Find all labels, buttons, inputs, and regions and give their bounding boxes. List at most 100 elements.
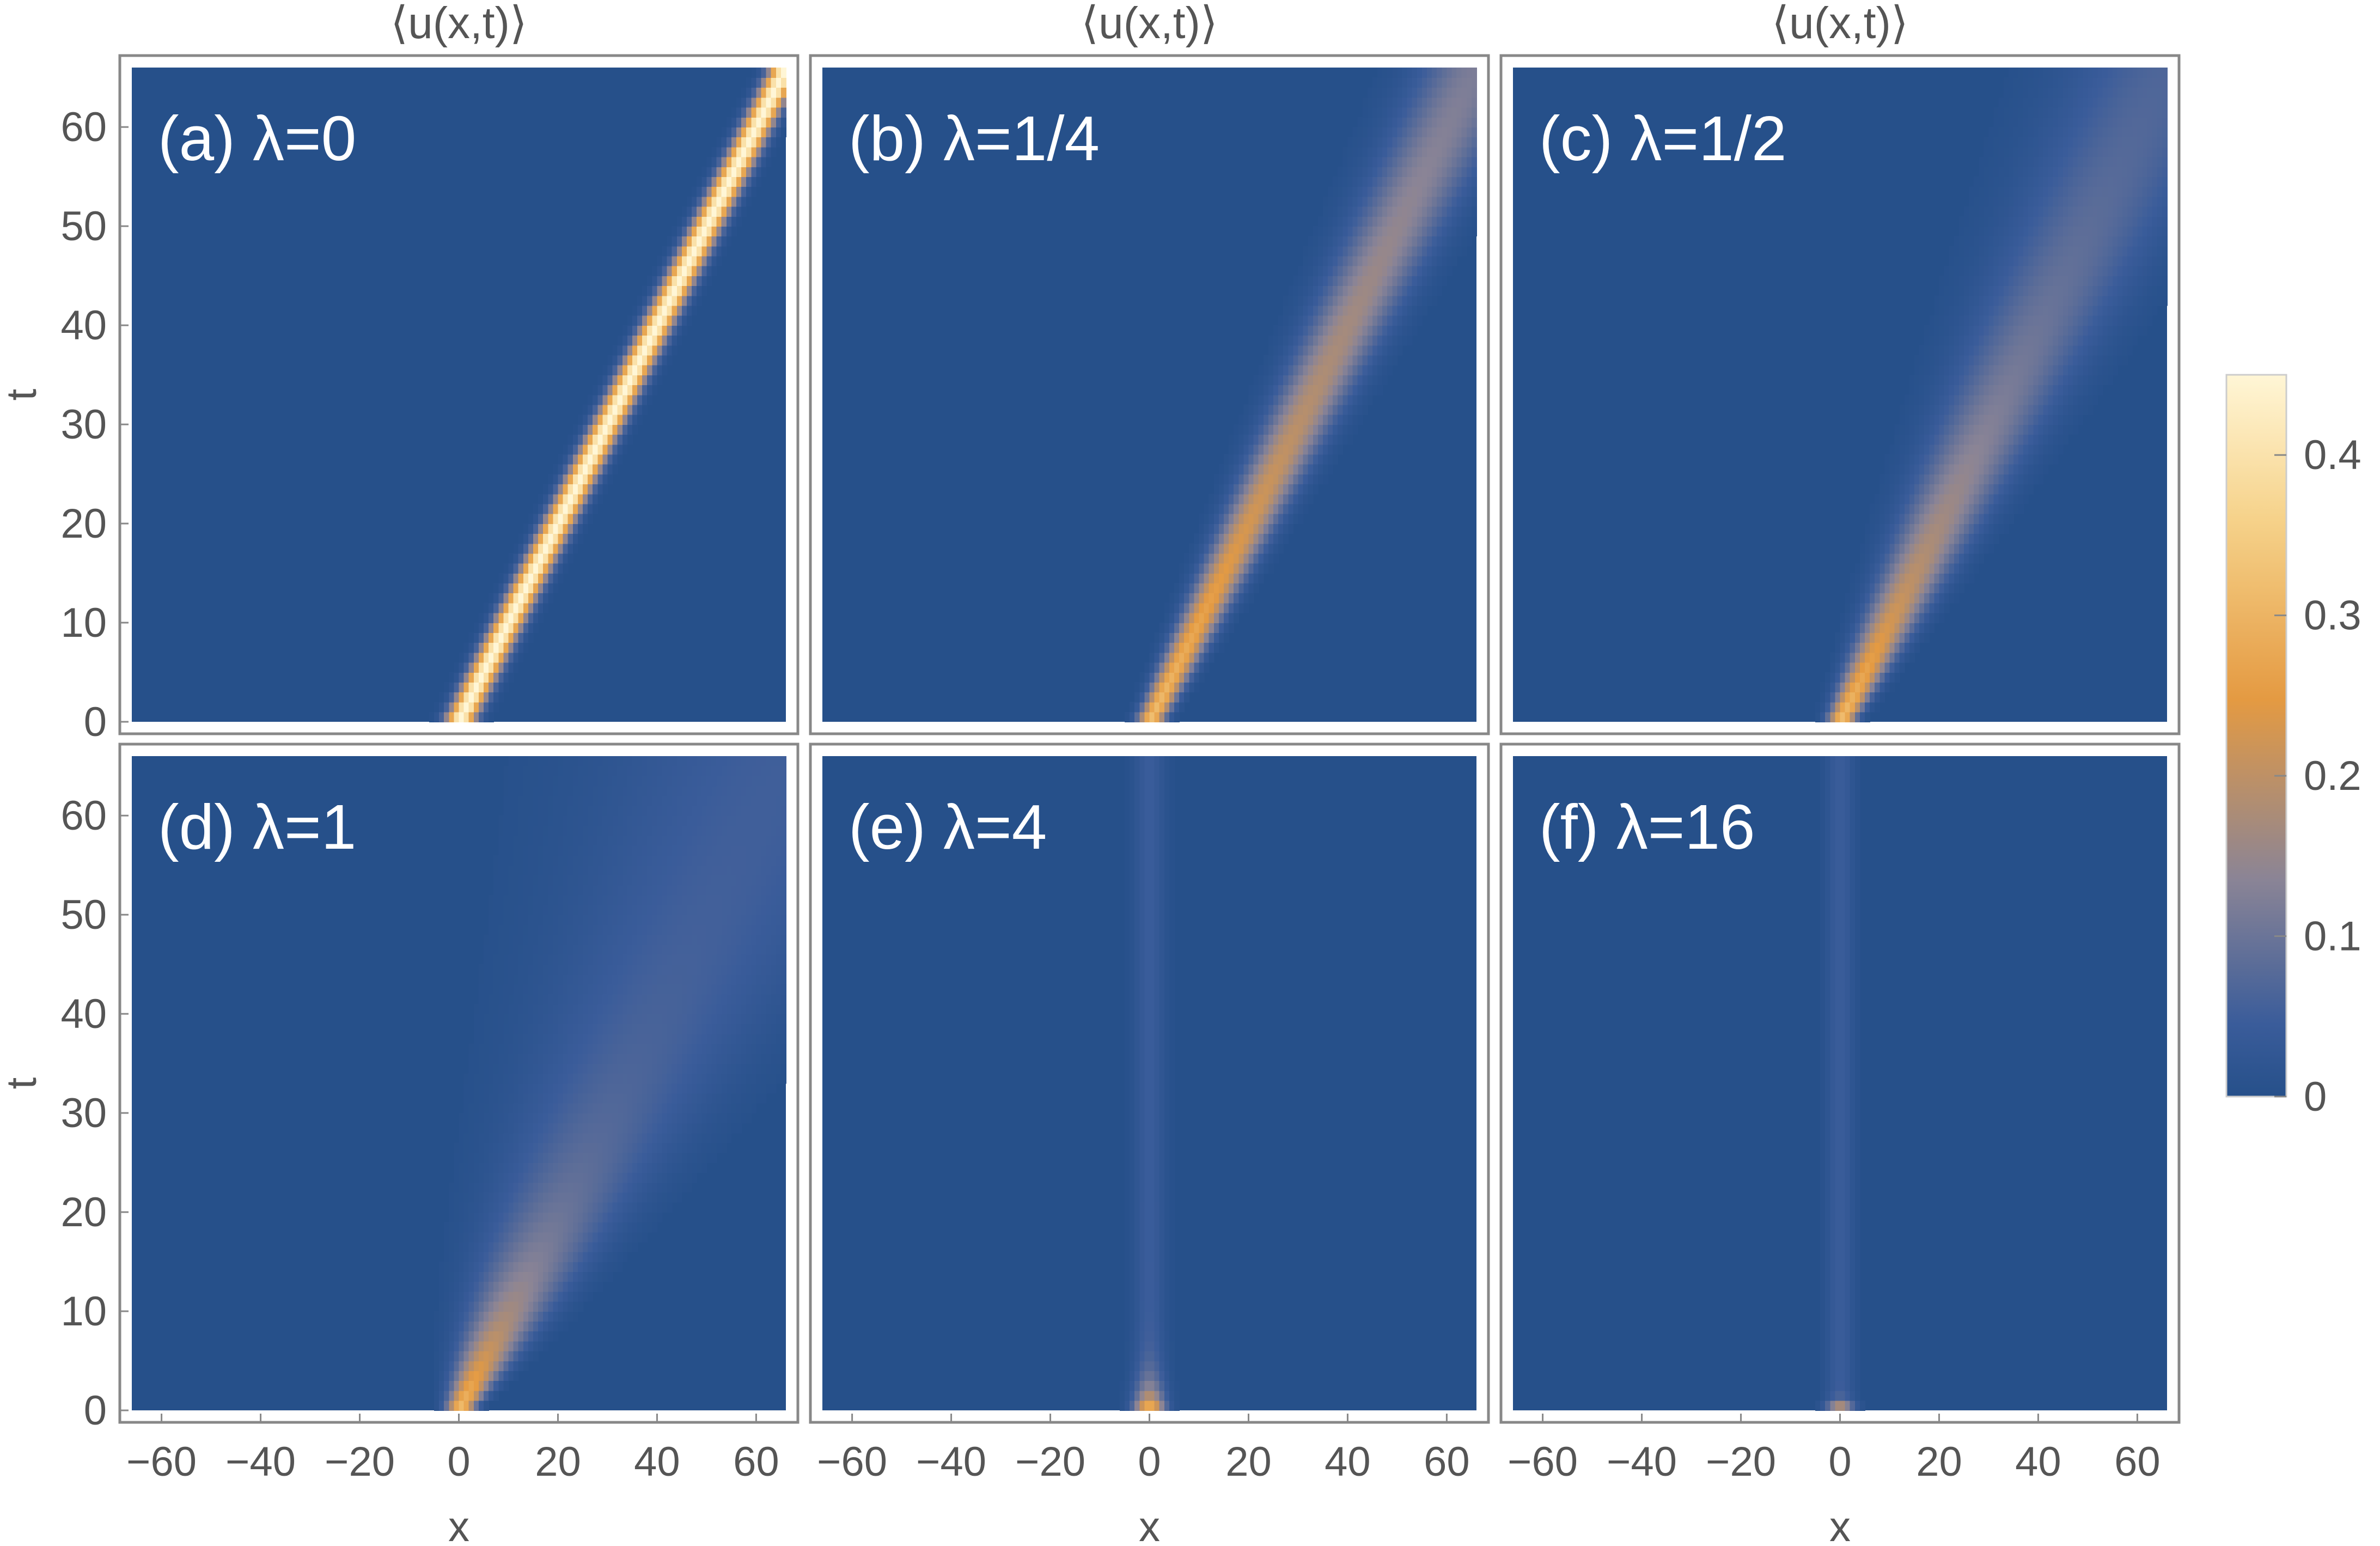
heatmap-cell xyxy=(1958,345,1964,356)
heatmap-cell xyxy=(647,375,653,386)
heatmap-cell xyxy=(572,444,578,455)
heatmap-cell xyxy=(1835,711,1841,722)
heatmap-cell xyxy=(1988,246,1994,257)
heatmap-cell xyxy=(1884,652,1890,663)
heatmap-cell xyxy=(1998,166,2004,177)
heatmap-cell xyxy=(652,345,658,356)
heatmap-cell xyxy=(2068,255,2073,266)
heatmap-cell xyxy=(2058,226,2064,237)
heatmap-cell xyxy=(2053,117,2059,127)
heatmap-cell xyxy=(1194,672,1200,683)
heatmap-cell xyxy=(2132,97,2138,108)
heatmap-cell xyxy=(1322,375,1328,386)
heatmap-cell xyxy=(1904,474,1910,485)
heatmap-cell xyxy=(1958,464,1964,474)
heatmap-cell xyxy=(692,295,698,306)
heatmap-cell xyxy=(1919,583,1925,594)
heatmap-cell xyxy=(2053,97,2059,108)
heatmap-cell xyxy=(1382,77,1388,88)
heatmap-cell xyxy=(676,276,682,287)
heatmap-cell xyxy=(463,1301,469,1312)
heatmap-cell xyxy=(721,226,727,237)
heatmap-cell xyxy=(1308,305,1314,316)
heatmap-cell xyxy=(1979,375,1985,386)
heatmap-cell xyxy=(761,87,767,98)
heatmap-cell xyxy=(553,563,559,574)
heatmap-cell xyxy=(2097,77,2103,88)
heatmap-cell xyxy=(1939,364,1945,375)
heatmap-cell xyxy=(622,404,628,415)
heatmap-cell xyxy=(1904,444,1910,455)
heatmap-cell xyxy=(1979,295,1985,306)
heatmap-cell xyxy=(1184,642,1190,653)
heatmap-cell xyxy=(503,1311,509,1322)
heatmap-cell xyxy=(2038,246,2044,257)
heatmap-cell xyxy=(731,107,737,118)
heatmap-cell xyxy=(1998,216,2004,227)
heatmap-cell xyxy=(582,524,588,534)
heatmap-cell xyxy=(582,494,588,504)
heatmap-cell xyxy=(1889,524,1895,534)
heatmap-cell xyxy=(1338,206,1344,217)
heatmap-cell xyxy=(1949,484,1955,495)
heatmap-cell xyxy=(2008,127,2014,138)
heatmap-cell xyxy=(2013,394,2019,405)
heatmap-cell xyxy=(1204,513,1210,524)
heatmap-cell xyxy=(1854,682,1860,693)
heatmap-cell xyxy=(1278,503,1284,514)
heatmap-cell xyxy=(1461,68,1467,78)
heatmap-cell xyxy=(1248,553,1254,564)
heatmap-cell xyxy=(2157,236,2163,247)
heatmap-cell xyxy=(1362,196,1368,207)
heatmap-cell xyxy=(1969,494,1974,504)
heatmap-cell xyxy=(1303,246,1309,257)
heatmap-cell xyxy=(1333,246,1339,257)
heatmap-cell xyxy=(1993,325,1999,336)
heatmap-cell xyxy=(652,355,658,366)
heatmap-cell xyxy=(439,711,445,722)
heatmap-cell xyxy=(1258,385,1264,395)
heatmap-cell xyxy=(1283,533,1289,544)
heatmap-cell xyxy=(1949,543,1955,554)
heatmap-cell xyxy=(1835,652,1841,663)
heatmap-cell xyxy=(1347,414,1353,425)
heatmap-cell xyxy=(1392,355,1398,366)
heatmap-cell xyxy=(2028,315,2034,326)
heatmap-cell xyxy=(1377,265,1383,276)
heatmap-cell xyxy=(543,1301,549,1312)
heatmap-cell xyxy=(1213,612,1219,623)
heatmap-cell xyxy=(463,1380,469,1391)
heatmap-cell xyxy=(612,345,618,356)
heatmap-cell xyxy=(2083,364,2089,375)
heatmap-cell xyxy=(1342,364,1348,375)
heatmap-cell xyxy=(489,1371,494,1381)
heatmap-cell xyxy=(2122,276,2128,287)
heatmap-cell xyxy=(706,206,712,217)
heatmap-cell xyxy=(498,1341,504,1352)
heatmap-cell xyxy=(2157,176,2163,187)
heatmap-cell xyxy=(1288,524,1294,534)
heatmap-cell xyxy=(538,583,544,594)
heatmap-cell xyxy=(612,1251,618,1262)
heatmap-cell xyxy=(1342,394,1348,405)
heatmap-cell xyxy=(1218,524,1224,534)
heatmap-cell xyxy=(1859,543,1865,554)
heatmap-cell xyxy=(2023,424,2029,435)
heatmap-cell xyxy=(1313,276,1319,287)
heatmap-cell xyxy=(1919,424,1925,435)
heatmap-cell xyxy=(2162,226,2168,237)
heatmap-cell xyxy=(1899,533,1905,544)
heatmap-cell xyxy=(518,1251,524,1262)
heatmap-cell xyxy=(1338,236,1344,247)
heatmap-cell xyxy=(622,394,628,405)
heatmap-cell xyxy=(2132,156,2138,167)
heatmap-cell xyxy=(1229,494,1234,504)
heatmap-cell xyxy=(538,602,544,613)
heatmap-cell xyxy=(2073,255,2079,266)
heatmap-cell xyxy=(1979,285,1985,296)
heatmap-cell xyxy=(1322,394,1328,405)
heatmap-cell xyxy=(449,1262,455,1273)
heatmap-cell xyxy=(2112,147,2118,157)
heatmap-cell xyxy=(563,454,569,465)
heatmap-cell xyxy=(1234,464,1240,474)
